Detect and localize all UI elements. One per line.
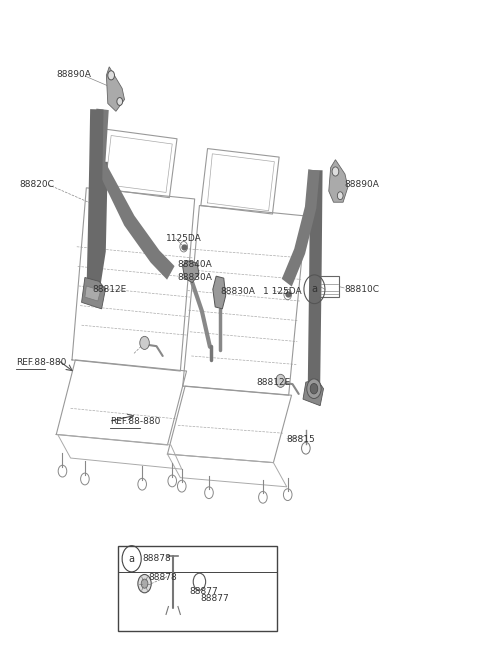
- Text: 88812E: 88812E: [92, 284, 126, 294]
- Text: a: a: [129, 554, 135, 564]
- Bar: [118, 546, 277, 631]
- Circle shape: [310, 384, 318, 394]
- Text: 88812E: 88812E: [257, 378, 291, 387]
- Text: 88877: 88877: [201, 593, 229, 602]
- Text: REF.88-880: REF.88-880: [110, 417, 161, 426]
- Circle shape: [138, 574, 151, 593]
- Text: 88840A: 88840A: [177, 260, 212, 269]
- Text: 1 125DA: 1 125DA: [263, 286, 301, 296]
- Circle shape: [140, 336, 149, 350]
- Text: 88830A: 88830A: [177, 273, 212, 282]
- Polygon shape: [82, 277, 106, 309]
- Text: REF.88-880: REF.88-880: [16, 358, 66, 367]
- Polygon shape: [308, 170, 323, 386]
- Text: 88890A: 88890A: [56, 70, 91, 79]
- Polygon shape: [329, 160, 348, 202]
- Circle shape: [332, 167, 339, 176]
- Circle shape: [117, 97, 122, 105]
- Circle shape: [141, 579, 148, 588]
- Polygon shape: [183, 260, 199, 283]
- Text: 1125DA: 1125DA: [166, 234, 202, 242]
- Polygon shape: [282, 170, 320, 286]
- Polygon shape: [85, 286, 101, 301]
- Text: 88810C: 88810C: [344, 284, 379, 294]
- Text: 88820C: 88820C: [20, 180, 54, 189]
- Polygon shape: [303, 380, 324, 406]
- Polygon shape: [107, 67, 124, 111]
- Text: 88815: 88815: [287, 435, 315, 444]
- Polygon shape: [213, 276, 226, 309]
- Polygon shape: [86, 109, 104, 298]
- Polygon shape: [88, 162, 108, 300]
- Circle shape: [276, 374, 285, 388]
- Text: 88877: 88877: [189, 587, 218, 596]
- Text: a: a: [312, 284, 317, 294]
- Circle shape: [307, 379, 321, 399]
- Text: 88830A: 88830A: [220, 286, 255, 296]
- Polygon shape: [93, 108, 175, 280]
- Circle shape: [337, 192, 343, 200]
- Text: 88878: 88878: [148, 573, 177, 581]
- Text: 88878: 88878: [142, 555, 171, 563]
- Text: 88890A: 88890A: [344, 180, 379, 189]
- Circle shape: [108, 71, 115, 80]
